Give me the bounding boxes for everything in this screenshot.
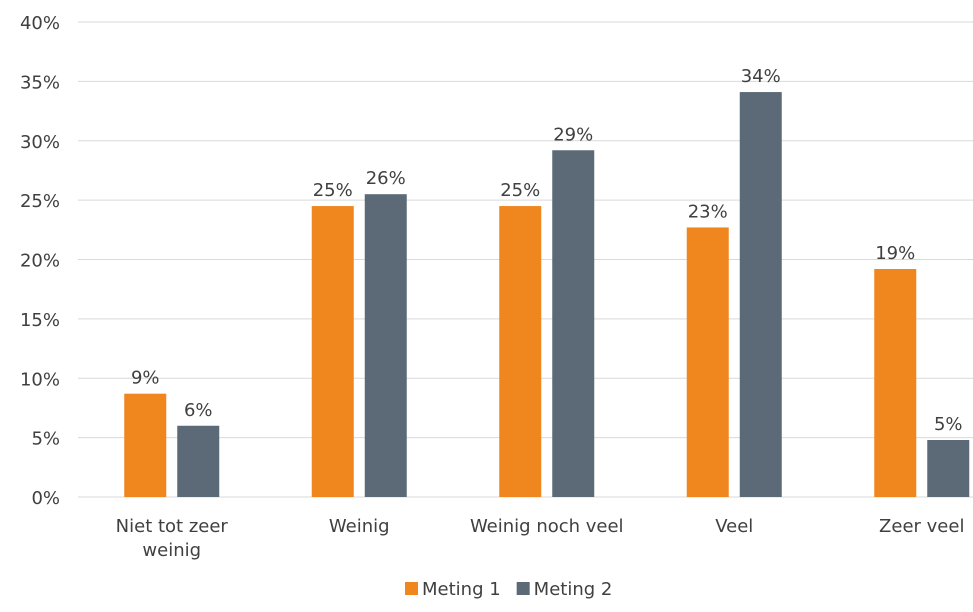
legend: Meting 1 Meting 2: [405, 579, 612, 600]
y-tick-label: 20%: [20, 251, 60, 272]
x-tick-label: Veel: [715, 516, 753, 537]
x-tick-label: weinig: [142, 540, 201, 561]
bar-2: [739, 92, 782, 497]
data-label: 29%: [553, 124, 593, 145]
bar-2: [927, 440, 970, 497]
y-axis-ticks: 0% 5% 10% 15% 20% 25% 30% 35% 40%: [20, 13, 60, 509]
bar-2: [364, 194, 407, 497]
bars: [124, 92, 970, 497]
bar-1: [311, 206, 354, 497]
data-label: 6%: [184, 400, 213, 421]
data-labels: 9% 6% 25% 26% 25% 29% 23% 34% 19% 5%: [131, 66, 963, 435]
bar-1: [686, 227, 729, 497]
y-tick-label: 40%: [20, 13, 60, 34]
y-tick-label: 35%: [20, 72, 60, 93]
data-label: 25%: [313, 180, 353, 201]
legend-swatch-1: [405, 582, 418, 595]
legend-swatch-2: [516, 582, 530, 595]
bar-1: [124, 393, 167, 497]
x-axis-ticks: Niet tot zeer weinig Weinig Weinig noch vee…: [116, 516, 965, 561]
bar-2: [177, 425, 220, 497]
y-tick-label: 10%: [20, 369, 60, 390]
data-label: 23%: [688, 201, 728, 222]
y-tick-label: 0%: [31, 488, 60, 509]
x-tick-label: Weinig: [329, 516, 390, 537]
x-tick-label: Niet tot zeer: [116, 516, 229, 537]
data-label: 19%: [875, 243, 915, 264]
y-tick-label: 30%: [20, 132, 60, 153]
data-label: 26%: [366, 168, 406, 189]
bar-1: [499, 206, 542, 497]
data-label: 5%: [934, 414, 963, 435]
data-label: 9%: [131, 368, 160, 389]
x-tick-label: Weinig noch veel: [470, 516, 624, 537]
legend-label-1: Meting 1: [422, 579, 501, 600]
y-tick-label: 5%: [31, 429, 60, 450]
legend-label-2: Meting 2: [534, 579, 613, 600]
y-tick-label: 25%: [20, 191, 60, 212]
x-tick-label: Zeer veel: [879, 516, 964, 537]
y-tick-label: 15%: [20, 310, 60, 331]
data-label: 25%: [500, 180, 540, 201]
bar-2: [552, 150, 595, 497]
data-label: 34%: [741, 66, 781, 87]
bar-1: [874, 269, 917, 497]
